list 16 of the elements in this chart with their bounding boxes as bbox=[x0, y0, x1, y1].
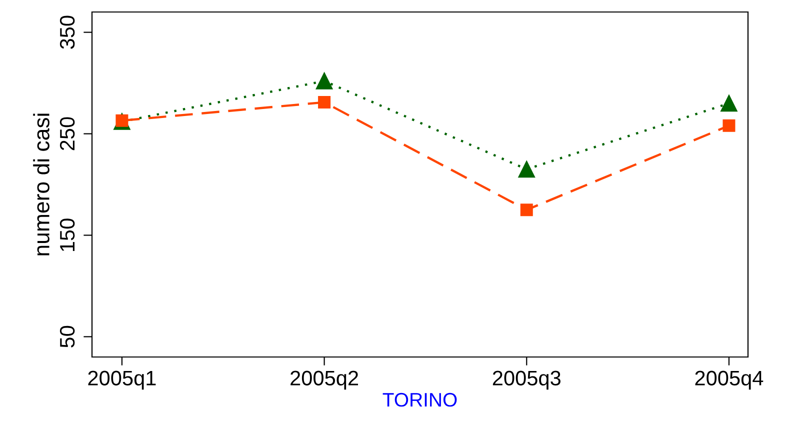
point bbox=[318, 96, 331, 109]
x-tick-label: 2005q4 bbox=[695, 370, 764, 390]
x-axis-title: TORINO bbox=[382, 392, 457, 407]
y-tick-label: 150 bbox=[60, 218, 75, 252]
point bbox=[720, 94, 738, 112]
y-axis-title: numero di casi bbox=[33, 114, 50, 256]
point bbox=[518, 160, 535, 178]
y-tick-label: 350 bbox=[60, 16, 75, 49]
y-tick-label: 250 bbox=[60, 117, 75, 150]
point bbox=[520, 204, 533, 216]
x-tick-label: 2005q2 bbox=[290, 370, 358, 390]
point bbox=[316, 72, 333, 90]
x-tick-label: 2005q1 bbox=[88, 370, 156, 390]
y-tick-label: 50 bbox=[60, 326, 75, 348]
x-tick-label: 2005q3 bbox=[492, 370, 560, 390]
point bbox=[722, 119, 736, 132]
